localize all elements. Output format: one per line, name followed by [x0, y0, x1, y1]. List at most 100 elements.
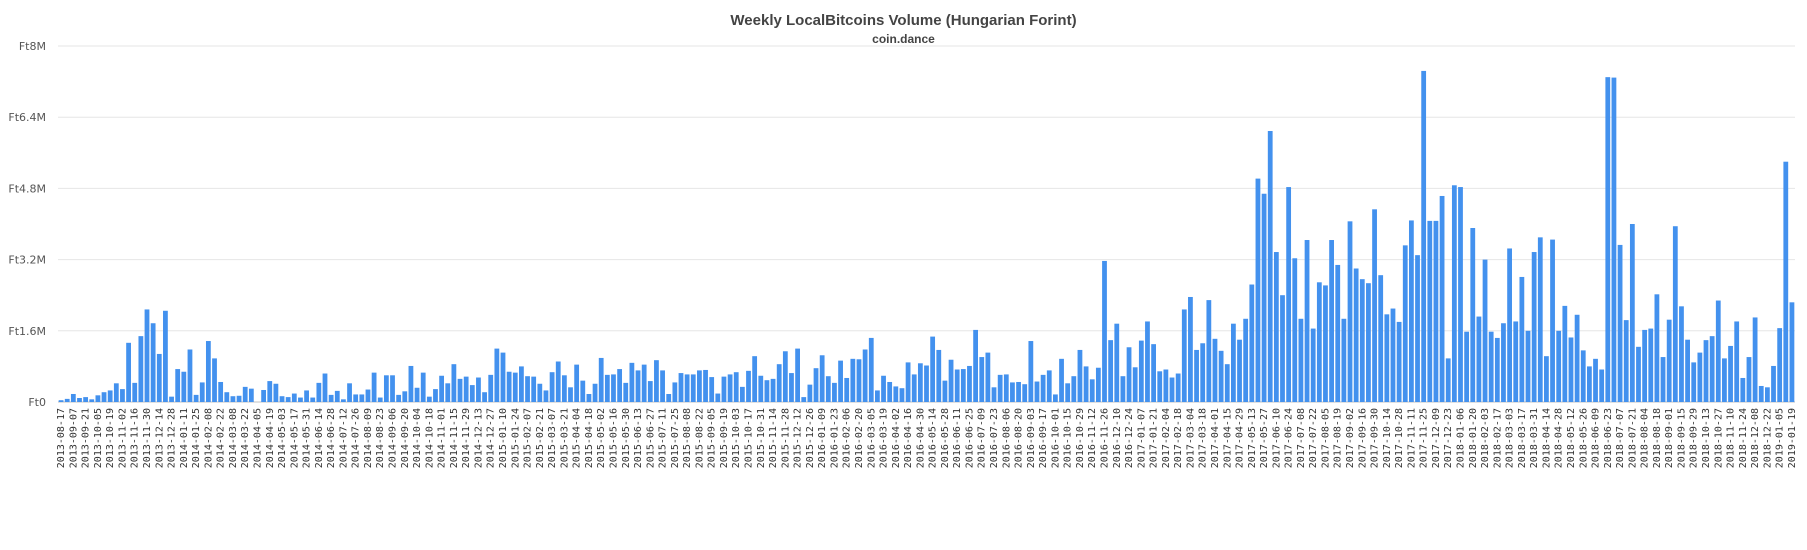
bar: [1231, 323, 1236, 402]
x-tick-label: 2016-02-20: [854, 408, 865, 468]
x-tick-label: 2015-01-10: [498, 408, 509, 468]
x-tick-label: 2014-05-31: [302, 408, 313, 468]
bar: [1593, 358, 1598, 402]
bar: [1095, 367, 1101, 402]
x-tick-label: 2015-08-08: [682, 408, 693, 468]
bar: [377, 397, 383, 402]
bar: [1071, 376, 1077, 402]
bar: [580, 380, 586, 402]
x-tick-label: 2014-04-19: [265, 408, 276, 468]
bar: [598, 357, 604, 402]
bar: [1188, 296, 1193, 402]
bar: [875, 390, 880, 402]
bar: [1077, 349, 1083, 402]
bar: [1181, 309, 1187, 402]
x-tick-label: 2017-09-16: [1357, 408, 1368, 468]
x-tick-label: 2017-10-28: [1394, 408, 1405, 468]
bar: [273, 383, 279, 402]
bar: [1114, 323, 1120, 402]
x-tick-label: 2017-07-22: [1308, 408, 1319, 468]
bar: [930, 336, 936, 402]
bar: [1194, 349, 1199, 402]
x-tick-label: 2018-03-31: [1529, 408, 1540, 468]
x-tick-label: 2017-12-23: [1443, 408, 1454, 468]
bar: [1580, 350, 1586, 402]
bar: [267, 381, 273, 402]
x-tick-label: 2013-12-28: [167, 408, 178, 468]
x-tick-label: 2014-11-29: [461, 408, 472, 468]
x-tick-label: 2018-10-13: [1701, 408, 1712, 468]
x-tick-label: 2015-08-22: [694, 408, 705, 468]
bar: [1679, 306, 1684, 402]
bar: [752, 356, 758, 402]
x-tick-label: 2016-10-29: [1075, 408, 1086, 468]
bar: [1648, 328, 1654, 402]
bar: [371, 372, 377, 402]
x-tick-label: 2016-07-09: [977, 408, 988, 468]
bar: [525, 376, 530, 402]
bar: [402, 391, 408, 402]
bar: [893, 386, 899, 402]
bar: [1010, 382, 1015, 402]
x-tick-label: 2014-12-13: [473, 408, 484, 468]
x-tick-label: 2017-07-08: [1296, 408, 1307, 468]
bar: [1390, 308, 1396, 402]
bar: [764, 380, 770, 402]
x-tick-label: 2018-05-26: [1578, 408, 1589, 468]
bar: [1267, 131, 1273, 402]
bar: [1470, 228, 1476, 402]
bar: [113, 383, 119, 402]
bar: [1464, 331, 1470, 402]
bar: [782, 351, 788, 402]
bar: [1335, 264, 1341, 402]
bar: [954, 369, 960, 402]
bar: [1458, 187, 1463, 402]
x-tick-label: 2014-01-25: [191, 408, 202, 468]
bar: [899, 388, 905, 402]
bar: [1132, 367, 1138, 402]
x-tick-label: 2014-05-17: [289, 408, 300, 468]
x-tick-label: 2016-12-24: [1124, 408, 1135, 468]
x-tick-label: 2014-07-26: [351, 408, 362, 468]
bar: [1734, 321, 1740, 402]
x-tick-label: 2018-01-20: [1468, 408, 1479, 468]
bar: [285, 397, 291, 402]
x-tick-label: 2015-06-27: [645, 408, 656, 468]
x-tick-label: 2017-08-19: [1333, 408, 1344, 468]
bar: [991, 387, 997, 402]
bar: [690, 374, 696, 402]
x-tick-label: 2013-11-16: [130, 408, 141, 468]
bar: [960, 369, 966, 402]
bar: [132, 382, 138, 402]
bar: [150, 323, 156, 402]
bar: [1292, 258, 1298, 402]
bar: [555, 361, 561, 402]
bar: [1562, 305, 1568, 402]
bar: [512, 372, 518, 402]
x-tick-label: 2016-03-05: [866, 408, 877, 468]
x-tick-label: 2013-11-02: [117, 408, 128, 468]
x-tick-label: 2017-11-11: [1406, 408, 1417, 468]
bar: [862, 349, 868, 402]
bar: [917, 363, 923, 402]
bar: [1611, 77, 1617, 402]
bar: [1752, 317, 1758, 402]
x-tick-label: 2019-01-05: [1775, 408, 1786, 468]
x-tick-label: 2017-01-07: [1136, 408, 1147, 468]
bar: [1298, 318, 1304, 402]
bar: [549, 372, 555, 402]
x-tick-label: 2014-11-01: [437, 408, 448, 468]
x-tick-label: 2016-08-20: [1014, 408, 1025, 468]
x-tick-label: 2015-02-07: [523, 408, 534, 468]
bar: [1359, 279, 1365, 402]
bar: [89, 399, 95, 402]
bar: [1685, 339, 1690, 402]
bar: [58, 400, 64, 402]
bar: [383, 375, 389, 402]
x-tick-label: 2018-12-22: [1762, 408, 1773, 468]
bar: [1783, 161, 1789, 402]
bar: [770, 378, 776, 402]
x-tick-label: 2017-11-25: [1419, 408, 1430, 468]
bar: [1746, 357, 1752, 402]
